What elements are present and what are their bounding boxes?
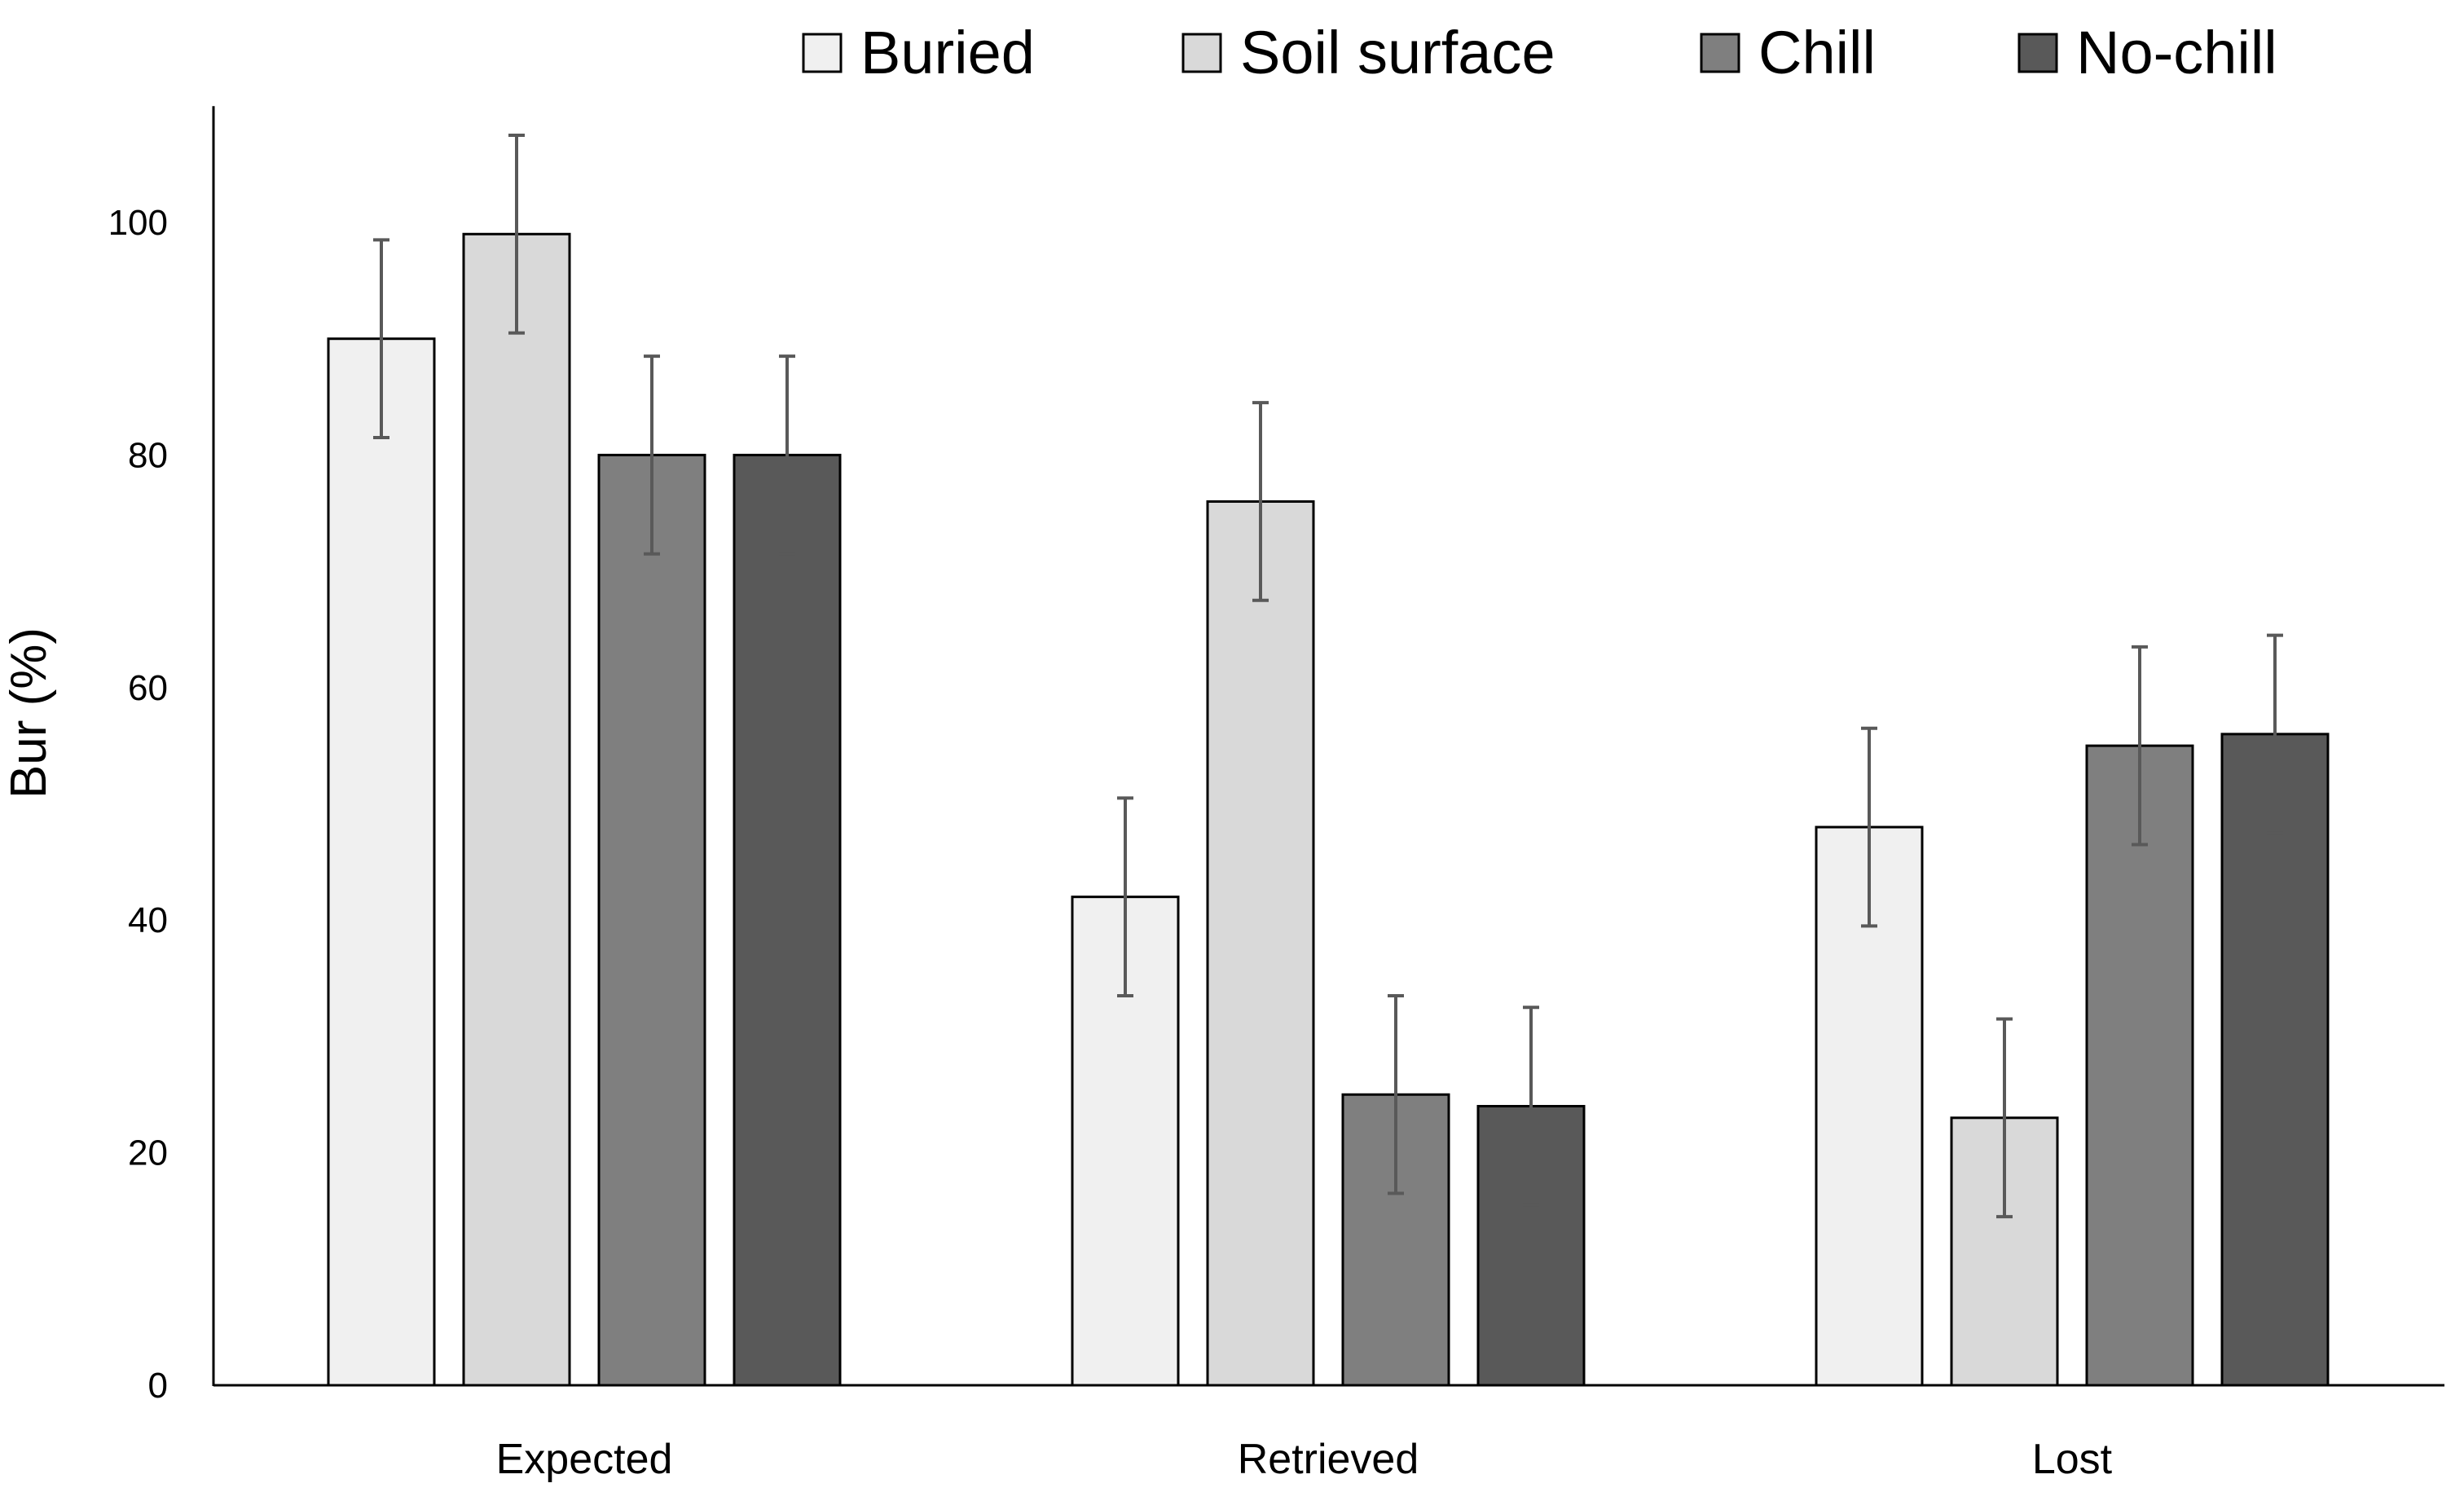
y-tick-label: 20	[128, 1133, 168, 1173]
bar-chill-lost	[2085, 744, 2194, 1387]
error-bars	[373, 133, 2283, 1219]
bar-no-chill-expected	[733, 453, 842, 1387]
bar-buried-expected	[327, 337, 436, 1387]
bar-soil-surface-retrieved	[1206, 500, 1315, 1387]
y-axis-ticks: 0 20 40 60 80 100	[108, 203, 168, 1406]
y-tick-label: 100	[108, 203, 168, 243]
bars	[327, 232, 2330, 1387]
y-tick-label: 80	[128, 435, 168, 475]
legend-label: Buried	[860, 19, 1035, 86]
legend-label: Chill	[1758, 19, 1876, 86]
x-axis-labels: Expected Retrieved Lost	[496, 1436, 2113, 1483]
legend-label: Soil surface	[1240, 19, 1555, 86]
legend: Buried Soil surface Chill No-chill	[802, 19, 2277, 86]
legend-swatch	[1181, 33, 1222, 73]
bar-chill-expected	[597, 453, 706, 1387]
bar-soil-surface-expected	[462, 232, 571, 1387]
y-tick-label: 0	[148, 1366, 168, 1406]
legend-swatch	[802, 33, 843, 73]
y-axis-title: Bur (%)	[1, 627, 57, 799]
x-category-label: Retrieved	[1238, 1436, 1419, 1483]
x-category-label: Lost	[2032, 1436, 2113, 1483]
legend-swatch	[2017, 33, 2058, 73]
y-tick-label: 60	[128, 668, 168, 708]
legend-swatch	[1700, 33, 1740, 73]
y-tick-label: 40	[128, 900, 168, 940]
legend-label: No-chill	[2076, 19, 2277, 86]
x-category-label: Expected	[496, 1436, 673, 1483]
